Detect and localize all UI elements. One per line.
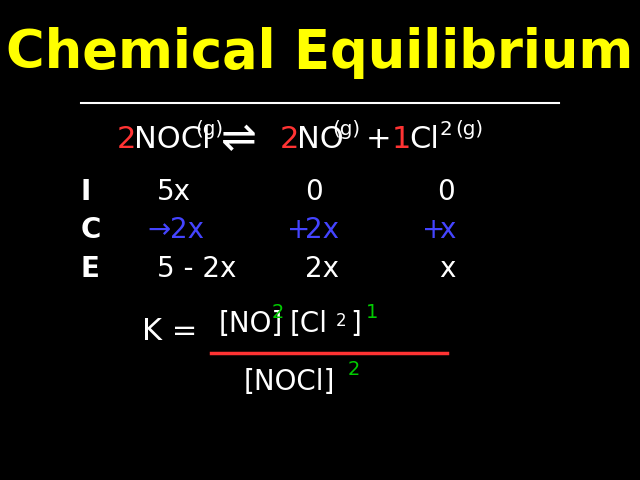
Text: 2: 2 bbox=[279, 125, 299, 154]
Text: C: C bbox=[81, 216, 101, 244]
Text: (g): (g) bbox=[455, 120, 483, 139]
Text: [NOCl]: [NOCl] bbox=[244, 368, 335, 396]
Text: 5 - 2x: 5 - 2x bbox=[157, 255, 237, 283]
Text: E: E bbox=[81, 255, 100, 283]
Text: x: x bbox=[440, 255, 456, 283]
Text: +: + bbox=[287, 216, 310, 244]
Text: 1: 1 bbox=[391, 125, 411, 154]
Text: 2: 2 bbox=[348, 360, 360, 379]
Text: (g): (g) bbox=[195, 120, 223, 139]
Text: +: + bbox=[422, 216, 445, 244]
Text: [NO]: [NO] bbox=[218, 310, 282, 338]
Text: 2: 2 bbox=[116, 125, 136, 154]
Text: NOCl: NOCl bbox=[134, 125, 211, 154]
Text: 2: 2 bbox=[271, 302, 284, 322]
Text: NO: NO bbox=[297, 125, 344, 154]
Text: 2x: 2x bbox=[305, 255, 339, 283]
Text: →: → bbox=[147, 216, 170, 244]
Text: ⇌: ⇌ bbox=[221, 118, 257, 160]
Text: 5x: 5x bbox=[157, 178, 191, 206]
Text: Cl: Cl bbox=[409, 125, 439, 154]
Text: 1: 1 bbox=[366, 302, 378, 322]
Text: 0: 0 bbox=[305, 178, 323, 206]
Text: I: I bbox=[81, 178, 91, 206]
Text: 2: 2 bbox=[335, 312, 346, 330]
Text: +: + bbox=[366, 125, 392, 154]
Text: ]: ] bbox=[351, 310, 362, 338]
Text: Chemical Equilibrium: Chemical Equilibrium bbox=[6, 27, 634, 79]
Text: K =: K = bbox=[142, 317, 197, 346]
Text: (g): (g) bbox=[333, 120, 361, 139]
Text: 2x: 2x bbox=[305, 216, 339, 244]
Text: 2x: 2x bbox=[170, 216, 204, 244]
Text: 0: 0 bbox=[437, 178, 455, 206]
Text: 2: 2 bbox=[440, 120, 452, 139]
Text: x: x bbox=[440, 216, 456, 244]
Text: [Cl: [Cl bbox=[289, 310, 328, 338]
